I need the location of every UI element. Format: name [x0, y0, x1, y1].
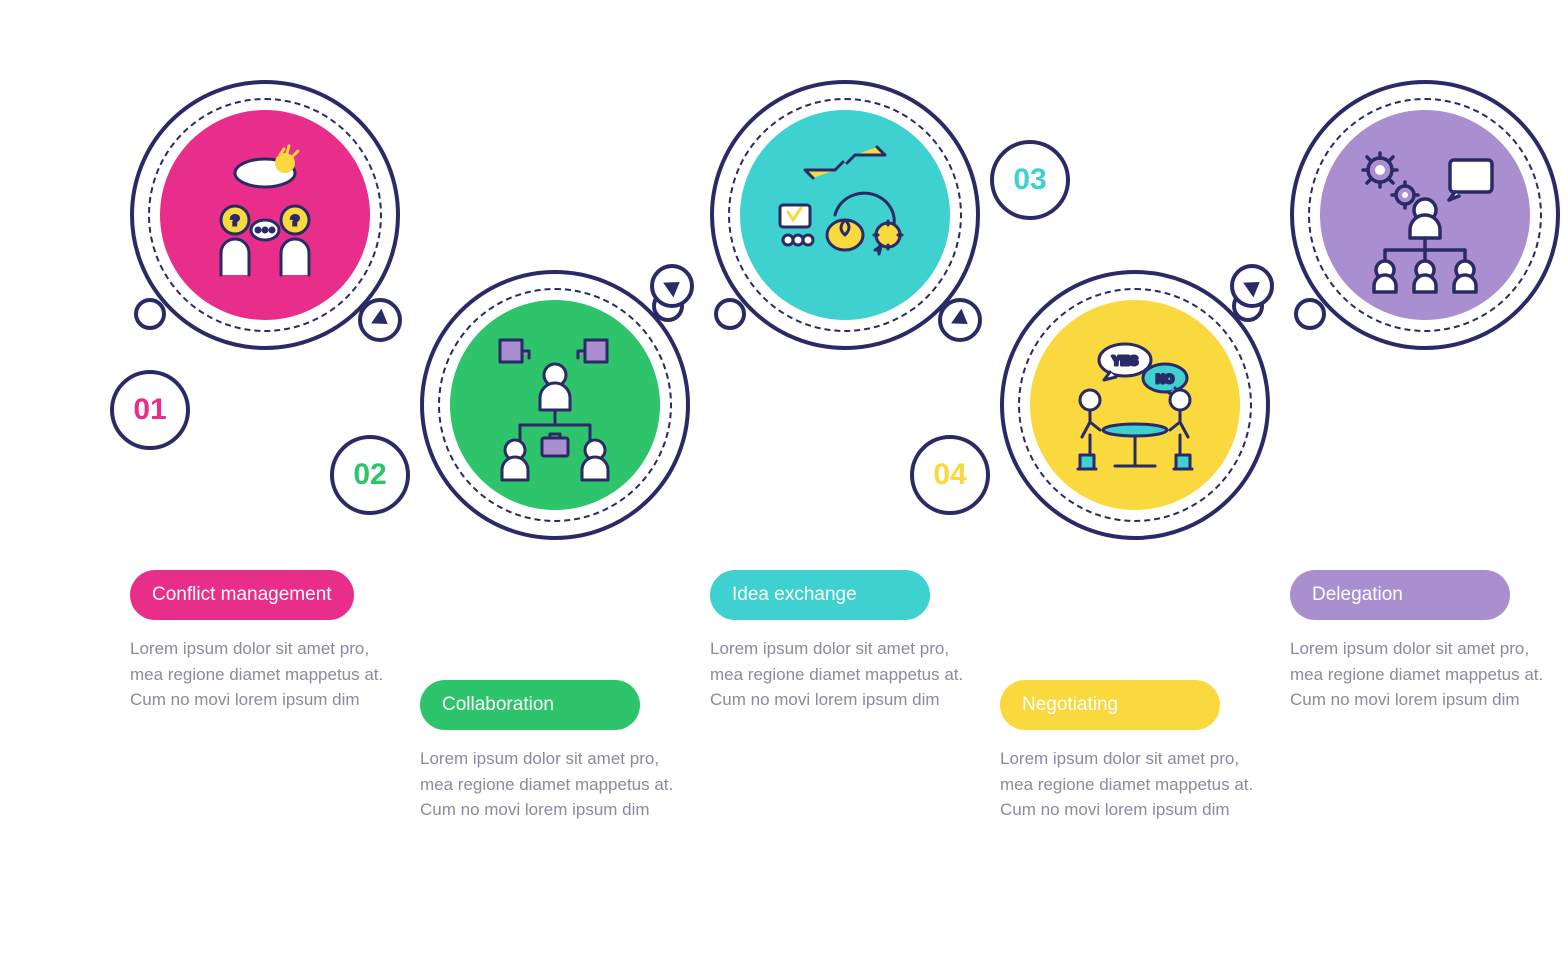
collaboration-icon [450, 300, 660, 510]
arrow-badge [650, 264, 694, 308]
step-3-circle: 03 [710, 80, 980, 350]
number-badge: 04 [910, 435, 990, 515]
title-pill: Delegation [1290, 570, 1510, 620]
arrow-badge [358, 298, 402, 342]
circle-wrap [420, 270, 690, 540]
description-text: Lorem ipsum dolor sit amet pro, mea regi… [710, 636, 970, 713]
svg-text:?: ? [231, 212, 240, 228]
step-1-text: Conflict management Lorem ipsum dolor sit… [130, 570, 400, 713]
step-4-circle: YES NO 04 [1000, 270, 1270, 540]
title-pill: Idea exchange [710, 570, 930, 620]
step-1-circle: ? ? 01 [130, 80, 400, 350]
number-badge: 02 [330, 435, 410, 515]
step-3-text: Idea exchange Lorem ipsum dolor sit amet … [710, 570, 980, 713]
step-2-circle: 02 [420, 270, 690, 540]
number-badge: 03 [990, 140, 1070, 220]
description-text: Lorem ipsum dolor sit amet pro, mea regi… [1290, 636, 1550, 713]
conflict-icon: ? ? [160, 110, 370, 320]
title-pill: Conflict management [130, 570, 354, 620]
arrow-badge [938, 298, 982, 342]
arrow-badge [1230, 264, 1274, 308]
negotiating-icon: YES NO [1030, 300, 1240, 510]
circle-wrap: YES NO [1000, 270, 1270, 540]
description-text: Lorem ipsum dolor sit amet pro, mea regi… [1000, 746, 1260, 823]
dot-badge [714, 298, 746, 330]
step-4-text: Negotiating Lorem ipsum dolor sit amet pr… [1000, 680, 1270, 823]
number-badge: 01 [110, 370, 190, 450]
step-2-text: Collaboration Lorem ipsum dolor sit amet … [420, 680, 690, 823]
dot-badge [1294, 298, 1326, 330]
idea-icon [740, 110, 950, 320]
description-text: Lorem ipsum dolor sit amet pro, mea regi… [130, 636, 390, 713]
infographic-stage: ? ? 01 Conflict management Lorem ipsum dol… [50, 50, 1518, 930]
step-5-circle: 05 [1290, 80, 1560, 350]
title-pill: Negotiating [1000, 680, 1220, 730]
delegation-icon [1320, 110, 1530, 320]
svg-text:NO: NO [1156, 372, 1174, 386]
step-5-text: Delegation Lorem ipsum dolor sit amet pro… [1290, 570, 1560, 713]
title-pill: Collaboration [420, 680, 640, 730]
dot-badge [134, 298, 166, 330]
circle-wrap [1290, 80, 1560, 350]
svg-text:YES: YES [1112, 353, 1138, 368]
svg-text:?: ? [291, 212, 300, 228]
description-text: Lorem ipsum dolor sit amet pro, mea regi… [420, 746, 680, 823]
